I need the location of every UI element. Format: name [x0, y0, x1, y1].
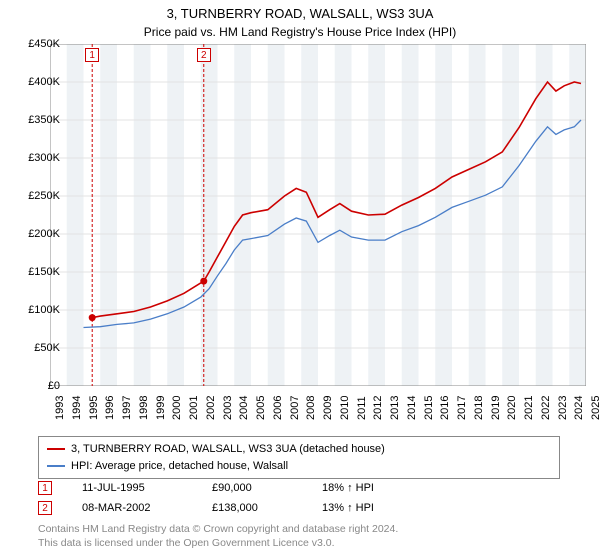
x-tick-label: 2009 — [322, 396, 334, 420]
x-tick-label: 2019 — [490, 396, 502, 420]
legend: 3, TURNBERRY ROAD, WALSALL, WS3 3UA (det… — [38, 436, 560, 479]
x-tick-label: 2005 — [255, 396, 267, 420]
x-tick-label: 2023 — [557, 396, 569, 420]
data-point-price: £90,000 — [212, 482, 322, 494]
y-tick-label: £450K — [28, 38, 60, 50]
y-tick-label: £200K — [28, 228, 60, 240]
x-tick-label: 2001 — [188, 396, 200, 420]
attribution-line1: Contains HM Land Registry data © Crown c… — [38, 522, 398, 536]
x-tick-label: 2000 — [171, 396, 183, 420]
x-tick-label: 2017 — [456, 396, 468, 420]
legend-label-0: 3, TURNBERRY ROAD, WALSALL, WS3 3UA (det… — [71, 441, 385, 458]
x-tick-label: 1993 — [54, 396, 66, 420]
sale-marker-badge: 1 — [85, 48, 99, 62]
x-tick-label: 2014 — [406, 396, 418, 420]
x-tick-label: 1999 — [155, 396, 167, 420]
y-tick-label: £50K — [34, 342, 60, 354]
y-tick-label: £250K — [28, 190, 60, 202]
data-point-hpi: 18% ↑ HPI — [322, 482, 374, 494]
x-tick-label: 2006 — [272, 396, 284, 420]
x-tick-label: 2002 — [205, 396, 217, 420]
y-tick-label: £0 — [48, 380, 60, 392]
data-point-row: 2 08-MAR-2002 £138,000 13% ↑ HPI — [38, 498, 374, 518]
y-tick-label: £400K — [28, 76, 60, 88]
data-point-date: 11-JUL-1995 — [82, 482, 212, 494]
x-tick-label: 2016 — [439, 396, 451, 420]
legend-item: HPI: Average price, detached house, Wals… — [47, 458, 551, 475]
chart-svg — [50, 44, 586, 386]
data-point-row: 1 11-JUL-1995 £90,000 18% ↑ HPI — [38, 478, 374, 498]
y-tick-label: £350K — [28, 114, 60, 126]
attribution-line2: This data is licensed under the Open Gov… — [38, 536, 398, 550]
data-point-badge-1: 1 — [38, 481, 52, 495]
data-point-badge-2: 2 — [38, 501, 52, 515]
x-tick-label: 2004 — [238, 396, 250, 420]
x-tick-label: 1997 — [121, 396, 133, 420]
data-points-table: 1 11-JUL-1995 £90,000 18% ↑ HPI 2 08-MAR… — [38, 478, 374, 518]
x-tick-label: 2020 — [506, 396, 518, 420]
x-tick-label: 1995 — [88, 396, 100, 420]
data-point-hpi: 13% ↑ HPI — [322, 502, 374, 514]
legend-swatch-1 — [47, 465, 65, 467]
x-tick-label: 2010 — [339, 396, 351, 420]
x-tick-label: 2012 — [372, 396, 384, 420]
attribution: Contains HM Land Registry data © Crown c… — [38, 522, 398, 550]
chart-container: 3, TURNBERRY ROAD, WALSALL, WS3 3UA Pric… — [0, 0, 600, 560]
legend-swatch-0 — [47, 448, 65, 450]
plot-area — [50, 44, 586, 386]
sale-marker-badge: 2 — [197, 48, 211, 62]
chart-title: 3, TURNBERRY ROAD, WALSALL, WS3 3UA — [0, 0, 600, 23]
data-point-date: 08-MAR-2002 — [82, 502, 212, 514]
x-tick-label: 2008 — [305, 396, 317, 420]
x-tick-label: 1998 — [138, 396, 150, 420]
y-tick-label: £100K — [28, 304, 60, 316]
legend-label-1: HPI: Average price, detached house, Wals… — [71, 458, 288, 475]
x-tick-label: 2015 — [423, 396, 435, 420]
x-tick-label: 2003 — [222, 396, 234, 420]
x-tick-label: 2022 — [540, 396, 552, 420]
data-point-price: £138,000 — [212, 502, 322, 514]
legend-item: 3, TURNBERRY ROAD, WALSALL, WS3 3UA (det… — [47, 441, 551, 458]
x-tick-label: 1996 — [104, 396, 116, 420]
x-tick-label: 2025 — [590, 396, 600, 420]
y-tick-label: £150K — [28, 266, 60, 278]
x-tick-label: 2018 — [473, 396, 485, 420]
y-tick-label: £300K — [28, 152, 60, 164]
x-tick-label: 1994 — [71, 396, 83, 420]
chart-subtitle: Price paid vs. HM Land Registry's House … — [0, 23, 600, 43]
x-tick-label: 2013 — [389, 396, 401, 420]
x-tick-label: 2021 — [523, 396, 535, 420]
x-tick-label: 2011 — [356, 396, 368, 420]
x-tick-label: 2007 — [289, 396, 301, 420]
x-tick-label: 2024 — [573, 396, 585, 420]
